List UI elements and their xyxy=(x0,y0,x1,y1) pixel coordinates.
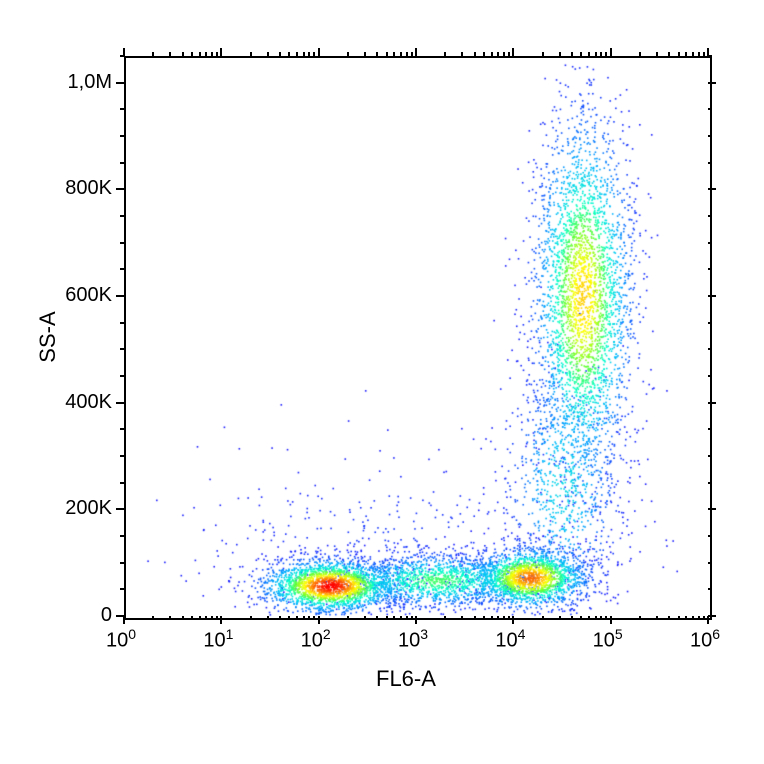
plot-area xyxy=(124,56,712,620)
y-axis-label: SS-A xyxy=(35,307,61,367)
scatter-canvas xyxy=(126,58,710,618)
x-axis-label: FL6-A xyxy=(376,666,436,692)
chart-container: SS-A FL6-A 0200K400K600K800K1,0M10010110… xyxy=(0,0,764,764)
